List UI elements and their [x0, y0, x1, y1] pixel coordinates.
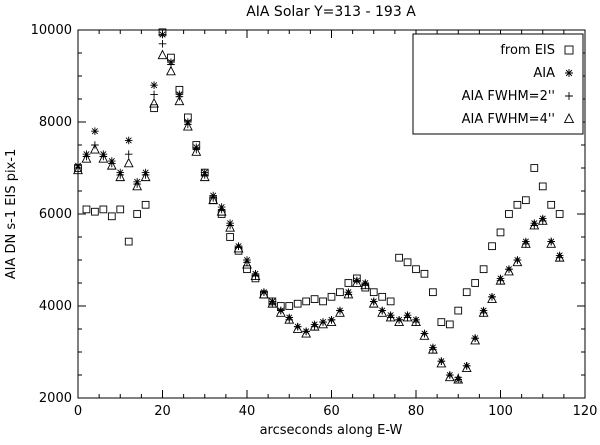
- y-tick-labels: 2000 4000 6000 8000 10000: [31, 23, 72, 406]
- legend-item: from EIS: [500, 43, 574, 58]
- x-tick-label: 0: [74, 404, 82, 419]
- x-axis-label: arcseconds along E-W: [260, 423, 403, 438]
- plot-frame: [77, 29, 586, 399]
- y-tick-label: 2000: [39, 391, 72, 406]
- data-points: [73, 28, 565, 384]
- x-tick-labels: 0 20 40 60 80 100 120: [74, 404, 598, 419]
- x-tick-label: 120: [573, 404, 598, 419]
- legend-item-label: AIA: [533, 66, 555, 81]
- chart-title: AIA Solar Y=313 - 193 A: [246, 4, 416, 20]
- y-tick-label: 10000: [31, 23, 72, 38]
- x-tick-label: 40: [239, 404, 256, 419]
- y-tick-label: 8000: [39, 115, 72, 130]
- legend-item: AIA FWHM=2'': [462, 89, 573, 104]
- x-tick-label: 20: [154, 404, 171, 419]
- x-tick-label: 80: [408, 404, 425, 419]
- series-triangle: [73, 49, 565, 384]
- legend-item-label: AIA FWHM=2'': [462, 89, 555, 104]
- legend-item: AIA FWHM=4'': [462, 112, 575, 127]
- x-tick-label: 100: [488, 404, 513, 419]
- y-tick-label: 6000: [39, 207, 72, 222]
- x-tick-label: 60: [323, 404, 340, 419]
- legend-item-label: AIA FWHM=4'': [462, 112, 555, 127]
- series-square: [74, 28, 564, 329]
- legend-item-label: from EIS: [500, 43, 555, 58]
- legend-box: [412, 33, 584, 135]
- legend-item: AIA: [533, 66, 573, 81]
- y-axis-label: AIA DN s-1 EIS pix-1: [4, 149, 19, 279]
- legend: from EIS AIA AIA FWHM=2'' AIA FWHM=4'': [412, 33, 584, 135]
- y-tick-label: 4000: [39, 299, 72, 314]
